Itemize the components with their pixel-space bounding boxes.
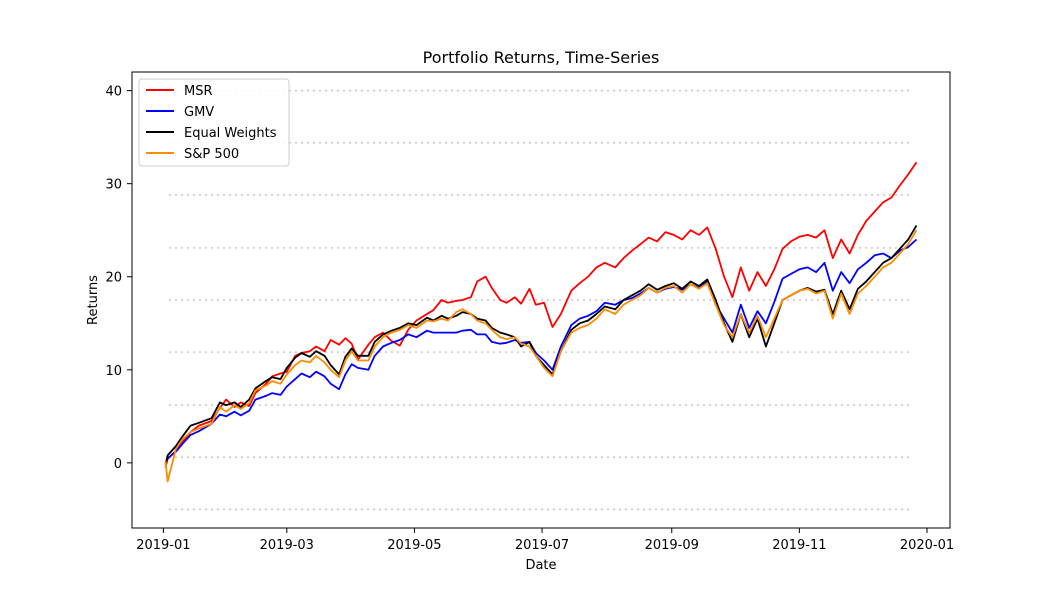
y-tick-label: 10	[105, 364, 122, 379]
x-tick-label: 2020-01	[900, 538, 954, 553]
x-tick-label: 2019-05	[387, 538, 441, 553]
x-tick-label: 2019-03	[260, 538, 314, 553]
legend-label-s-p-500: S&P 500	[184, 147, 239, 162]
legend: MSR GMV Equal Weights S&P 500	[138, 78, 290, 167]
series-lines	[164, 161, 918, 483]
x-tick-label: 2019-11	[772, 538, 826, 553]
plot-area-frame	[131, 71, 951, 529]
dotted-guide-lines	[169, 89, 913, 511]
x-tick-label: 2019-01	[136, 538, 190, 553]
chart-title: Portfolio Returns, Time-Series	[423, 48, 660, 67]
y-tick-label: 30	[105, 178, 122, 193]
legend-box	[138, 78, 290, 167]
x-axis-label: Date	[525, 558, 556, 573]
y-axis-label: Returns	[86, 275, 101, 325]
x-tick-label: 2019-07	[515, 538, 569, 553]
y-tick-label: 0	[114, 457, 122, 472]
y-tick-label: 40	[105, 85, 122, 100]
legend-label-equal-weights: Equal Weights	[184, 126, 277, 141]
x-tick-label: 2019-09	[645, 538, 699, 553]
y-tick-label: 20	[105, 271, 122, 286]
y-axis-ticks: 0 10 20 30 40	[105, 85, 132, 472]
legend-label-msr: MSR	[184, 84, 213, 99]
x-axis-ticks: 2019-01 2019-03 2019-05 2019-07 2019-09 2019-…	[136, 528, 954, 553]
series-line-s-p-500	[164, 229, 918, 483]
legend-label-gmv: GMV	[184, 105, 214, 120]
